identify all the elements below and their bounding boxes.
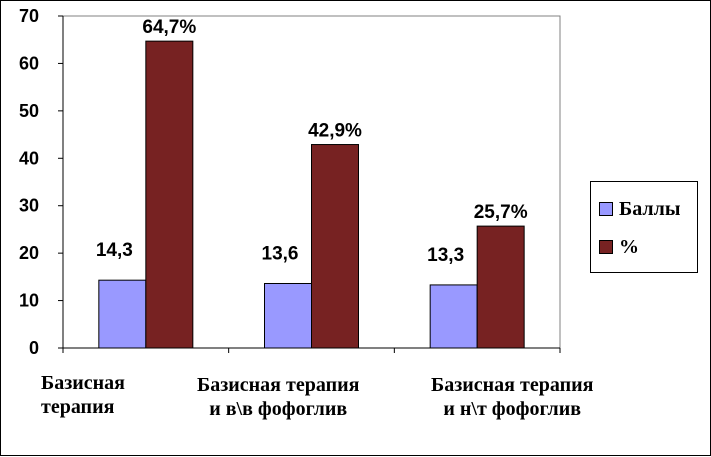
data-label-percent: 64,7% — [142, 17, 196, 38]
category-label-line: Базисная — [41, 372, 126, 394]
legend-swatch-percent — [599, 240, 613, 254]
data-label-percent: 25,7% — [474, 202, 528, 223]
legend-label-points: Баллы — [619, 197, 681, 220]
legend: Баллы % — [590, 181, 698, 273]
y-tick-label: 10 — [19, 291, 39, 311]
category-label-line: Базисная терапия — [431, 374, 594, 396]
legend-item-percent: % — [599, 234, 639, 260]
bar-percent — [311, 144, 359, 349]
category-label-line: Базисная терапия — [197, 374, 360, 396]
category-label-line: терапия — [41, 396, 115, 418]
y-tick-label: 50 — [19, 101, 39, 121]
bar-points — [429, 284, 478, 349]
y-tick-label: 30 — [19, 196, 39, 216]
bars — [98, 40, 525, 349]
category-label: Базисная терапия и н\т фофоглив — [431, 373, 593, 421]
bar-points — [264, 282, 312, 349]
legend-item-points: Баллы — [599, 196, 680, 222]
y-tick-label: 40 — [19, 148, 39, 168]
data-label-points: 14,3 — [96, 240, 133, 261]
data-labels: 14,3 64,7% 13,6 42,9% 13,3 25,7% — [96, 17, 528, 266]
category-label-line: и н\т фофоглив — [443, 398, 582, 420]
data-label-points: 13,3 — [427, 245, 464, 266]
data-label-percent: 42,9% — [308, 121, 362, 142]
y-tick-label: 70 — [19, 6, 39, 26]
legend-swatch-points — [599, 202, 613, 216]
data-label-points: 13,6 — [262, 243, 299, 264]
bar-percent — [145, 40, 194, 349]
y-tick-label: 60 — [19, 53, 39, 73]
category-label: Базисная терапия и в\в фофоглив — [197, 373, 359, 421]
y-tick-label: 20 — [19, 243, 39, 263]
bar-percent — [476, 225, 525, 349]
bar-points — [98, 279, 147, 349]
category-label: Базисная терапия — [41, 371, 125, 419]
category-label-line: и в\в фофоглив — [209, 398, 348, 420]
y-tick-label: 0 — [29, 338, 39, 358]
legend-label-percent: % — [619, 235, 639, 258]
